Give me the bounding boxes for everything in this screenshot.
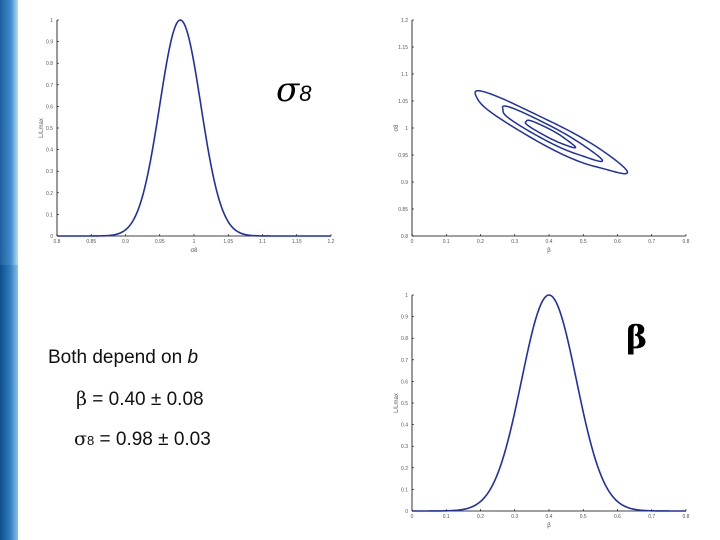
- chart-0-x-tick-label: 1.05: [223, 239, 233, 245]
- chart-1-x-tick-label: 0.7: [648, 239, 655, 245]
- chart-2-x-axis-label: β: [547, 523, 551, 529]
- chart-2-x-tick-label: 0: [411, 514, 414, 520]
- chart-0-y-tick-label: 0: [50, 234, 53, 240]
- chart-2-x-tick-label: 0.3: [511, 514, 518, 520]
- chart-0-y-tick-label: 0.2: [46, 191, 53, 197]
- chart-2-y-tick-label: 0: [405, 509, 408, 515]
- chart-1-x-tick-label: 0: [411, 239, 414, 245]
- chart-2-y-tick-label: 0.8: [401, 336, 408, 342]
- chart-0-x-tick-label: 1: [193, 239, 196, 245]
- chart-1-y-tick-label: 0.95: [398, 153, 408, 159]
- notes-beta-symbol: β: [76, 388, 87, 410]
- chart-1-y-tick-label: 0.8: [401, 234, 408, 240]
- chart-2-x-tick-label: 0.7: [648, 514, 655, 520]
- notes-line-sigma: σ8 = 0.98 ± 0.03: [74, 428, 211, 450]
- notes-sigma-symbol: σ: [74, 428, 87, 450]
- chart-0-y-tick-label: 0.7: [46, 83, 53, 89]
- chart-2-x-tick-label: 0.6: [614, 514, 621, 520]
- chart-1-x-tick-label: 0.8: [683, 239, 690, 245]
- chart-2-y-tick-label: 0.4: [401, 423, 408, 429]
- chart-1-x-tick-label: 0.1: [443, 239, 450, 245]
- beta-symbol: β: [626, 318, 648, 356]
- chart-2-likelihood-curve: [412, 294, 686, 512]
- chart-1-group: [411, 19, 687, 237]
- beta-label: β: [626, 318, 647, 356]
- notes-sigma-subscript: 8: [86, 433, 95, 448]
- chart-0-y-tick-label: 0.4: [46, 148, 53, 154]
- chart-2-x-tick-label: 0.1: [443, 514, 450, 520]
- chart-0-x-tick-label: 0.8: [54, 239, 61, 245]
- chart-1-x-tick-label: 0.4: [546, 239, 553, 245]
- chart-2-x-tick-label: 0.2: [477, 514, 484, 520]
- chart-0-y-tick-label: 0.9: [46, 40, 53, 46]
- notes-depend-var: b: [187, 347, 199, 368]
- chart-1-y-tick-label: 0.9: [401, 180, 408, 186]
- chart-0-group: [56, 19, 332, 237]
- chart-0-y-tick-label: 0.3: [46, 169, 53, 175]
- chart-1-contour-2: [524, 119, 577, 149]
- chart-0-likelihood-curve: [57, 19, 331, 237]
- notes-line-beta: β = 0.40 ± 0.08: [76, 388, 204, 410]
- chart-0-x-tick-label: 1.2: [328, 239, 335, 245]
- chart-2-y-tick-label: 0.1: [401, 487, 408, 493]
- slide-edge-bar-upper: [0, 0, 18, 265]
- chart-0-y-tick-label: 0.1: [46, 212, 53, 218]
- chart-0-y-axis-label: L/Lmax: [39, 118, 45, 138]
- chart-1-x-axis-label: β: [547, 248, 551, 254]
- chart-0-x-axis-label: σ8: [190, 248, 198, 254]
- chart-1-y-tick-label: 1.2: [401, 18, 408, 24]
- chart-0-x-tick-label: 0.9: [122, 239, 129, 245]
- chart-0-y-tick-label: 0.6: [46, 104, 53, 110]
- chart-2-y-axis-label: L/Lmax: [394, 393, 400, 413]
- chart-1-y-tick-label: 0.85: [398, 207, 408, 213]
- sigma-symbol: σ: [276, 70, 300, 110]
- chart-1-y-tick-label: 1.05: [398, 99, 408, 105]
- chart-2-x-tick-label: 0.8: [683, 514, 690, 520]
- chart-0-x-tick-label: 0.95: [155, 239, 165, 245]
- sigma8-label: σ8: [276, 70, 311, 110]
- chart-1-x-tick-label: 0.3: [511, 239, 518, 245]
- chart-2-x-tick-label: 0.5: [580, 514, 587, 520]
- chart-0-y-tick-label: 1: [50, 18, 53, 24]
- chart-1-y-tick-label: 1: [405, 126, 408, 132]
- chart-1-y-tick-label: 1.1: [401, 72, 408, 78]
- chart-0-x-tick-label: 1.15: [292, 239, 302, 245]
- chart-1-contour-0: [474, 90, 629, 175]
- chart-2-y-tick-label: 0.5: [401, 401, 408, 407]
- notes-line-depend: Both depend on b: [48, 348, 198, 367]
- chart-2-y-tick-label: 0.7: [401, 358, 408, 364]
- chart-2-y-tick-label: 0.9: [401, 315, 408, 321]
- sigma-subscript: 8: [299, 81, 312, 106]
- chart-0-x-tick-label: 0.85: [86, 239, 96, 245]
- chart-2-y-tick-label: 0.3: [401, 444, 408, 450]
- chart-1-y-tick-label: 1.15: [398, 45, 408, 51]
- chart-1-x-tick-label: 0.5: [580, 239, 587, 245]
- chart-2-y-tick-label: 1: [405, 293, 408, 299]
- chart-2-y-tick-label: 0.6: [401, 379, 408, 385]
- chart-1-y-axis-label: σ8: [394, 124, 400, 132]
- chart-1-contour-1: [501, 105, 604, 163]
- notes-depend-text: Both depend on: [48, 347, 188, 368]
- chart-0-y-tick-label: 0.5: [46, 126, 53, 132]
- chart-2-x-tick-label: 0.4: [546, 514, 553, 520]
- chart-2-y-tick-label: 0.2: [401, 466, 408, 472]
- chart-0-x-tick-label: 1.1: [259, 239, 266, 245]
- chart-0-y-tick-label: 0.8: [46, 61, 53, 67]
- chart-1-x-tick-label: 0.6: [614, 239, 621, 245]
- chart-2-group: [411, 294, 687, 512]
- chart-1-x-tick-label: 0.2: [477, 239, 484, 245]
- notes-sigma-value: = 0.98 ± 0.03: [94, 429, 211, 450]
- notes-beta-value: = 0.40 ± 0.08: [86, 389, 204, 410]
